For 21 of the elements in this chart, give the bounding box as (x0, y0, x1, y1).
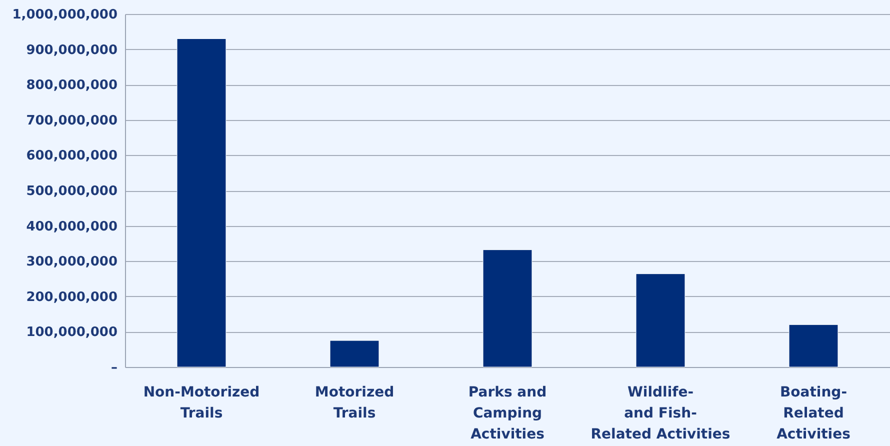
x-tick-label: Motorized Trails (314, 384, 394, 422)
y-tick-label: 200,000,000 (26, 290, 118, 305)
x-tick-label: Boating- Related Activities (776, 384, 850, 442)
bar (330, 340, 380, 368)
y-tick-label: 100,000,000 (26, 325, 118, 340)
y-tick-label: 900,000,000 (26, 42, 118, 58)
y-tick-label: 600,000,000 (26, 148, 118, 164)
y-tick-label: 400,000,000 (26, 219, 118, 234)
y-tick-label: 1,000,000,000 (12, 8, 118, 22)
bar (636, 274, 686, 368)
y-tick-label: 300,000,000 (26, 254, 118, 270)
y-tick-label: 500,000,000 (26, 184, 118, 199)
y-tick-label: 700,000,000 (26, 113, 118, 128)
x-tick-label: Non-Motorized Trails (143, 384, 260, 422)
bar (788, 324, 838, 368)
bar (482, 250, 532, 368)
y-tick-label: – (111, 360, 118, 376)
y-tick-label: 800,000,000 (26, 78, 118, 94)
bar (176, 38, 226, 368)
x-tick-label: Parks and Camping Activities (468, 384, 547, 442)
x-tick-label: Wildlife- and Fish- Related Activities (590, 384, 730, 442)
